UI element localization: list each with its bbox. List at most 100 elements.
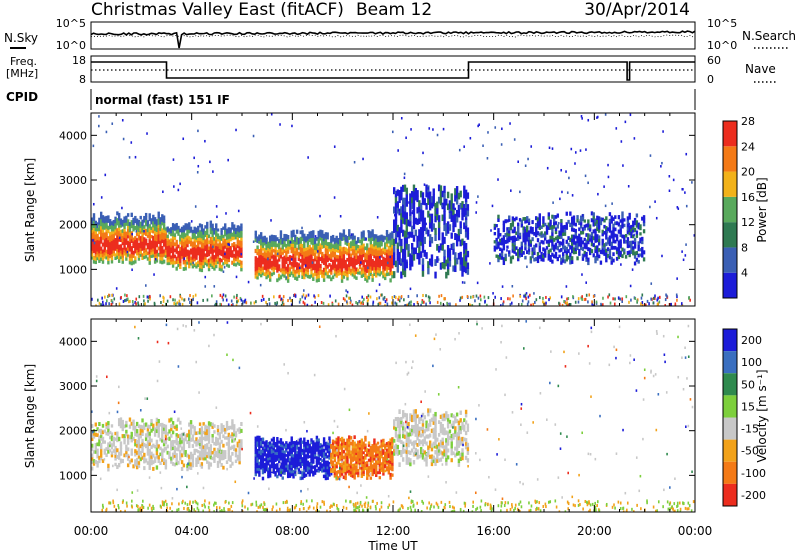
power-ground-scatter <box>221 295 224 299</box>
vel-cell <box>119 441 123 446</box>
power-cell <box>633 217 637 222</box>
power-cell <box>637 241 640 245</box>
power-cell <box>274 240 277 245</box>
power-cell <box>306 268 310 272</box>
power-cell <box>405 230 408 238</box>
power-cell <box>506 229 509 234</box>
power-cell <box>596 219 599 224</box>
power-cell <box>331 234 335 239</box>
vel-cell <box>193 448 196 453</box>
vel-cell <box>261 464 265 469</box>
power-cell <box>301 254 304 259</box>
vel-cell <box>99 442 103 447</box>
vel-cell <box>225 436 229 440</box>
vel-cell <box>295 457 299 461</box>
power-cell <box>425 184 428 192</box>
power-cell <box>292 229 295 234</box>
power-cell <box>114 238 117 242</box>
vel-cell <box>279 440 283 445</box>
vel-cell <box>256 470 259 474</box>
power-ground-scatter <box>287 299 289 303</box>
power-cell <box>162 259 166 264</box>
vel-cell <box>353 447 356 452</box>
power-cell <box>441 244 444 251</box>
power-ground-scatter <box>477 296 480 300</box>
power-cell <box>599 260 603 265</box>
vel-cell <box>152 443 155 448</box>
power-scatter <box>193 156 195 160</box>
power-cell <box>362 243 365 248</box>
power-cell <box>227 230 231 234</box>
power-cell <box>565 250 568 255</box>
power-cell <box>446 191 450 199</box>
power-cell <box>425 227 428 235</box>
vel-cell <box>119 448 123 453</box>
power-scatter <box>276 252 279 256</box>
power-cell <box>513 250 516 254</box>
power-cell <box>511 222 515 227</box>
power-cell <box>450 232 453 239</box>
power-cell <box>497 241 500 246</box>
power-cell <box>590 238 594 243</box>
vel-cell <box>337 439 340 444</box>
power-cell <box>522 217 525 221</box>
power-cell <box>321 259 324 264</box>
power-scatter <box>451 217 454 220</box>
power-cell <box>335 238 338 243</box>
power-cell <box>394 208 398 215</box>
vel-cell <box>134 459 137 464</box>
power-cell <box>515 246 518 250</box>
power-cell <box>301 250 304 255</box>
vel-cell <box>209 447 213 453</box>
power-cell <box>401 229 405 237</box>
power-cell <box>522 238 525 243</box>
power-cell <box>292 273 295 278</box>
vel-cell <box>322 448 326 453</box>
power-cell <box>110 246 114 251</box>
power-cell <box>218 267 222 271</box>
power-cell <box>134 215 137 220</box>
power-cell <box>612 226 615 231</box>
power-cell <box>355 267 358 272</box>
power-cell <box>268 258 272 263</box>
power-cell <box>367 237 371 242</box>
power-cell <box>313 243 317 247</box>
power-cell <box>110 240 114 245</box>
power-cell <box>162 229 166 234</box>
power-scatter <box>279 123 281 126</box>
vel-cell <box>101 430 105 435</box>
power-cell <box>554 254 558 259</box>
power-cell <box>220 228 223 232</box>
vel-cell <box>137 436 141 441</box>
power-cell <box>558 254 561 258</box>
power-cell <box>94 237 97 242</box>
vel-cell <box>259 437 263 441</box>
power-cell <box>371 229 374 234</box>
power-cell <box>265 272 268 277</box>
vel-cell <box>164 434 168 438</box>
vel-cell <box>123 437 126 442</box>
power-cell <box>236 236 240 240</box>
power-ground-scatter <box>633 296 636 300</box>
power-cell <box>319 267 322 272</box>
vel-cell <box>304 473 308 477</box>
power-cell <box>463 203 466 211</box>
power-cell <box>337 237 340 242</box>
vel-cell <box>148 462 151 467</box>
power-cell <box>263 238 266 243</box>
power-cell <box>299 252 302 257</box>
power-cell <box>342 257 346 262</box>
power-cell <box>355 249 358 254</box>
power-cell <box>596 223 599 228</box>
power-cell <box>348 242 351 247</box>
power-cell <box>132 254 135 258</box>
power-cell <box>626 216 630 221</box>
power-cell <box>608 228 612 233</box>
power-cell <box>542 247 545 252</box>
vel-cell <box>254 453 257 457</box>
power-cell <box>466 227 470 234</box>
power-cell <box>364 264 367 269</box>
vel-cell <box>146 430 150 435</box>
vel-cell <box>349 456 353 460</box>
power-cell <box>389 257 392 262</box>
